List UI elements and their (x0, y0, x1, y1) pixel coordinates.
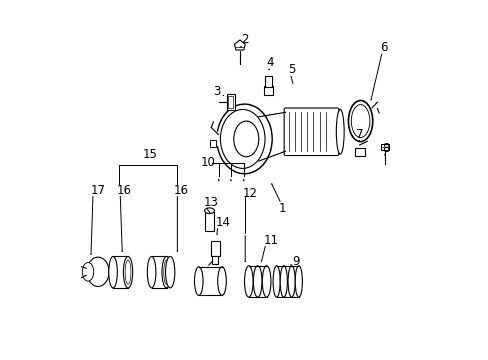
Ellipse shape (280, 266, 287, 297)
Text: 9: 9 (292, 255, 300, 268)
Ellipse shape (287, 266, 295, 297)
Ellipse shape (194, 267, 203, 296)
Text: 12: 12 (243, 187, 258, 200)
Text: 8: 8 (381, 142, 388, 155)
Ellipse shape (108, 256, 117, 288)
Text: 10: 10 (201, 156, 215, 169)
Text: 17: 17 (90, 184, 105, 197)
Ellipse shape (165, 256, 175, 288)
Ellipse shape (82, 262, 94, 281)
Text: 4: 4 (266, 56, 274, 69)
Bar (204, 212, 214, 231)
Text: 6: 6 (380, 41, 387, 54)
Text: 14: 14 (216, 216, 230, 229)
Polygon shape (234, 40, 244, 50)
Bar (210, 242, 220, 256)
Bar (227, 96, 233, 108)
Ellipse shape (162, 256, 171, 288)
Ellipse shape (350, 105, 369, 138)
Bar (212, 256, 218, 264)
Ellipse shape (262, 266, 270, 297)
Text: 1: 1 (279, 202, 286, 215)
Ellipse shape (220, 109, 264, 168)
Bar (264, 76, 271, 87)
Text: 7: 7 (355, 128, 363, 141)
Text: 2: 2 (241, 33, 248, 46)
Text: 11: 11 (264, 234, 279, 247)
Text: 3: 3 (213, 85, 220, 98)
Text: 5: 5 (287, 63, 295, 76)
Text: 13: 13 (203, 195, 218, 209)
Ellipse shape (87, 257, 109, 287)
Bar (264, 86, 272, 95)
Text: 15: 15 (142, 148, 157, 161)
Ellipse shape (233, 121, 258, 157)
Bar (354, 148, 365, 156)
Bar (381, 144, 388, 150)
Ellipse shape (272, 266, 280, 297)
Ellipse shape (125, 260, 131, 284)
Ellipse shape (244, 266, 253, 297)
Ellipse shape (123, 256, 132, 288)
FancyBboxPatch shape (284, 108, 338, 156)
Ellipse shape (163, 260, 169, 284)
Ellipse shape (147, 256, 156, 288)
Bar (209, 140, 216, 147)
Ellipse shape (295, 266, 302, 297)
Ellipse shape (253, 266, 262, 297)
Text: 16: 16 (173, 184, 188, 197)
Text: 16: 16 (116, 184, 131, 197)
Ellipse shape (336, 109, 344, 154)
Ellipse shape (217, 267, 226, 296)
Ellipse shape (348, 100, 372, 141)
Ellipse shape (204, 208, 214, 213)
Bar (226, 94, 235, 110)
